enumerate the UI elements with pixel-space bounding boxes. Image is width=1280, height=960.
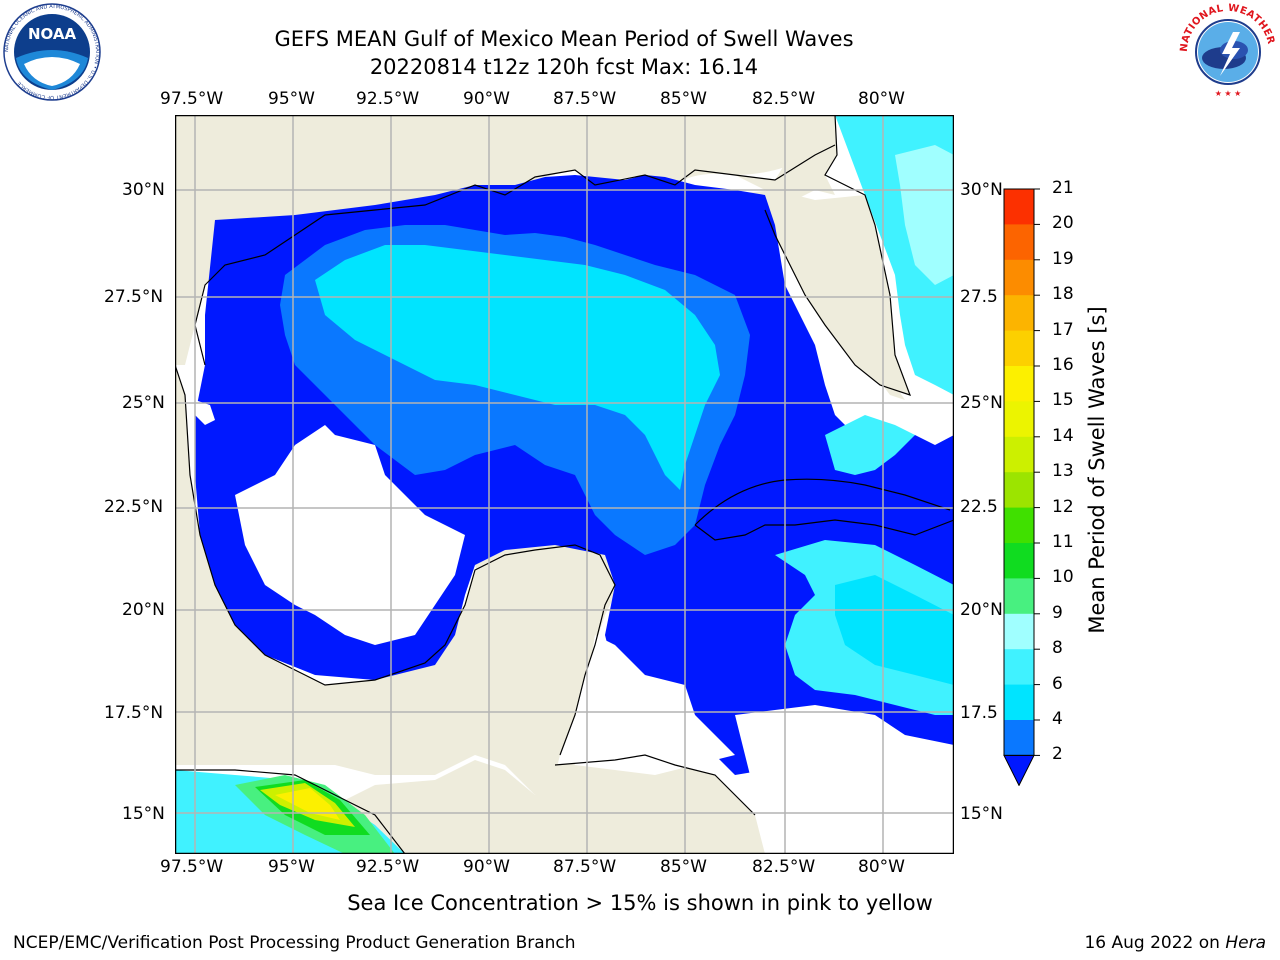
colorbar-extend-arrow <box>1003 754 1035 786</box>
gulf-map <box>175 115 954 854</box>
lon-label: 87.5°W <box>553 89 617 109</box>
lat-label: 20°N <box>960 600 1003 620</box>
colorbar-tick-label: 8 <box>1052 638 1063 659</box>
colorbar-tick-label: 19 <box>1052 248 1074 269</box>
map-frame <box>175 115 954 854</box>
lon-label: 85°W <box>660 89 707 109</box>
colorbar-tick-label: 12 <box>1052 496 1074 517</box>
lon-label: 90°W <box>463 89 510 109</box>
colorbar-segment <box>1004 684 1034 721</box>
colorbar-segment <box>1004 507 1034 544</box>
lon-label: 87.5°W <box>553 857 617 877</box>
lat-label: 30°N <box>960 180 1003 200</box>
colorbar-tick-label: 16 <box>1052 355 1074 375</box>
lon-label: 97.5°W <box>160 89 224 109</box>
colorbar-tick-label: 20 <box>1052 213 1074 234</box>
lat-label: 27.5°N <box>104 287 164 307</box>
lat-label: 22.5°N <box>104 497 164 517</box>
host-name: Hera <box>1225 933 1266 953</box>
colorbar-segment <box>1004 401 1034 438</box>
colorbar-segment <box>1004 259 1034 296</box>
colorbar-segment <box>1004 649 1034 686</box>
colorbar-tick-label: 18 <box>1052 284 1074 305</box>
colorbar-segment <box>1004 720 1034 756</box>
lon-label: 90°W <box>463 857 510 877</box>
svg-text:★ ★ ★: ★ ★ ★ <box>1215 89 1242 98</box>
lat-label: 17.5 <box>960 703 998 723</box>
colorbar-segment <box>1004 436 1034 473</box>
footnote: Sea Ice Concentration > 15% is shown in … <box>0 891 1280 915</box>
lat-label: 15°N <box>960 804 1003 824</box>
colorbar-label: Mean Period of Swell Waves [s] <box>1085 306 1109 634</box>
lat-label: 25°N <box>960 393 1003 413</box>
lat-label: 27.5 <box>960 287 998 307</box>
nws-logo: NATIONAL WEATHER SERVICE ★ ★ ★ <box>1178 2 1276 100</box>
lat-label: 15°N <box>122 804 165 824</box>
colorbar-segment <box>1004 472 1034 509</box>
lon-label: 92.5°W <box>356 89 420 109</box>
noaa-logo: NOAA NATIONAL OCEANIC AND ATMOSPHERIC AD… <box>3 3 101 101</box>
colorbar-tick-label: 11 <box>1052 532 1074 552</box>
lon-label: 85°W <box>660 857 707 877</box>
colorbar-segment <box>1004 366 1034 402</box>
wave-field <box>175 115 954 854</box>
lon-label: 82.5°W <box>752 89 816 109</box>
lon-label: 80°W <box>858 857 905 877</box>
colorbar-tick-label: 4 <box>1052 709 1063 729</box>
colorbar-segment <box>1004 189 1034 225</box>
colorbar-segment <box>1004 224 1034 261</box>
colorbar-tick-label: 9 <box>1052 602 1063 623</box>
colorbar-tick-label: 10 <box>1052 567 1074 588</box>
colorbar-segment <box>1004 330 1034 367</box>
lon-label: 80°W <box>858 89 905 109</box>
noaa-logo-text: NOAA <box>28 25 77 43</box>
lat-label: 20°N <box>122 600 165 620</box>
lon-label: 82.5°W <box>752 857 816 877</box>
colorbar-segment <box>1004 543 1034 579</box>
colorbar-tick-label: 14 <box>1052 425 1074 446</box>
lat-label: 30°N <box>122 180 165 200</box>
lon-label: 95°W <box>268 89 315 109</box>
colorbar-segment <box>1004 613 1034 650</box>
lat-label: 22.5 <box>960 497 998 517</box>
colorbar-tick-label: 17 <box>1052 319 1074 340</box>
colorbar-tick-label: 21 <box>1052 178 1074 198</box>
date-line: 16 Aug 2022 on Hera <box>1084 933 1266 953</box>
lat-label: 17.5°N <box>104 703 164 723</box>
colorbar-tick-label: 13 <box>1052 461 1074 482</box>
lon-label: 92.5°W <box>356 857 420 877</box>
colorbar-segment <box>1004 578 1034 615</box>
chart-title: GEFS MEAN Gulf of Mexico Mean Period of … <box>274 27 854 51</box>
colorbar-tick-label: 2 <box>1052 744 1063 765</box>
colorbar-tick-label: 6 <box>1052 673 1063 694</box>
date-text: 16 Aug 2022 on <box>1084 933 1226 953</box>
colorbar <box>1003 188 1040 786</box>
credit-line: NCEP/EMC/Verification Post Processing Pr… <box>13 933 576 953</box>
colorbar-tick-label: 15 <box>1052 390 1074 411</box>
lat-label: 25°N <box>122 393 165 413</box>
lon-label: 97.5°W <box>160 857 224 877</box>
gridlines <box>175 115 954 854</box>
footnote-text: Sea Ice Concentration > 15% is shown in … <box>347 891 933 915</box>
coastlines <box>175 115 954 854</box>
colorbar-segment <box>1004 295 1034 332</box>
chart-subtitle: 20220814 t12z 120h fcst Max: 16.14 <box>369 55 759 79</box>
lon-label: 95°W <box>268 857 315 877</box>
